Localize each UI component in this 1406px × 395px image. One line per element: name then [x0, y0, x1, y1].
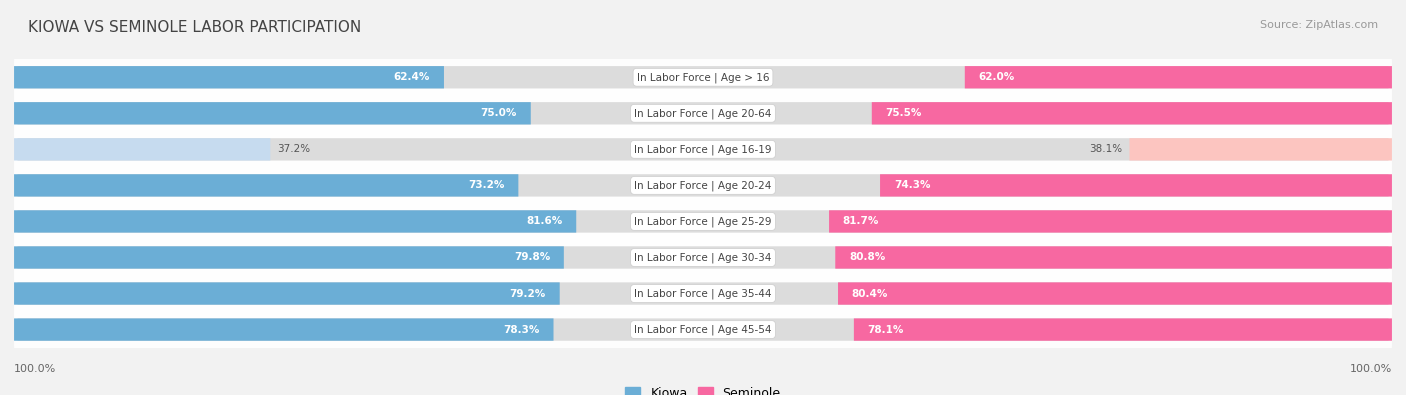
FancyBboxPatch shape: [14, 282, 560, 305]
Text: 79.2%: 79.2%: [509, 288, 546, 299]
FancyBboxPatch shape: [14, 118, 1392, 181]
FancyBboxPatch shape: [14, 102, 531, 124]
FancyBboxPatch shape: [17, 318, 703, 341]
FancyBboxPatch shape: [835, 246, 1392, 269]
FancyBboxPatch shape: [703, 102, 1389, 124]
Text: 80.4%: 80.4%: [852, 288, 889, 299]
FancyBboxPatch shape: [14, 318, 554, 341]
FancyBboxPatch shape: [17, 246, 703, 269]
FancyBboxPatch shape: [14, 210, 576, 233]
Text: 100.0%: 100.0%: [14, 364, 56, 374]
FancyBboxPatch shape: [14, 66, 444, 88]
FancyBboxPatch shape: [17, 102, 703, 124]
FancyBboxPatch shape: [703, 210, 1389, 233]
FancyBboxPatch shape: [14, 138, 270, 160]
FancyBboxPatch shape: [17, 210, 703, 233]
FancyBboxPatch shape: [830, 210, 1392, 233]
Text: 75.5%: 75.5%: [886, 108, 922, 118]
Text: In Labor Force | Age 45-54: In Labor Force | Age 45-54: [634, 324, 772, 335]
Text: Source: ZipAtlas.com: Source: ZipAtlas.com: [1260, 20, 1378, 30]
FancyBboxPatch shape: [17, 66, 703, 88]
Text: KIOWA VS SEMINOLE LABOR PARTICIPATION: KIOWA VS SEMINOLE LABOR PARTICIPATION: [28, 20, 361, 35]
Text: 37.2%: 37.2%: [277, 144, 311, 154]
FancyBboxPatch shape: [703, 246, 1389, 269]
Text: 62.4%: 62.4%: [394, 72, 430, 82]
Legend: Kiowa, Seminole: Kiowa, Seminole: [620, 382, 786, 395]
FancyBboxPatch shape: [14, 82, 1392, 145]
Text: 100.0%: 100.0%: [1350, 364, 1392, 374]
Text: In Labor Force | Age > 16: In Labor Force | Age > 16: [637, 72, 769, 83]
FancyBboxPatch shape: [838, 282, 1392, 305]
FancyBboxPatch shape: [703, 282, 1389, 305]
Text: In Labor Force | Age 16-19: In Labor Force | Age 16-19: [634, 144, 772, 154]
FancyBboxPatch shape: [880, 174, 1392, 197]
Text: 62.0%: 62.0%: [979, 72, 1015, 82]
FancyBboxPatch shape: [703, 174, 1389, 197]
Text: 78.1%: 78.1%: [868, 325, 904, 335]
Text: 74.3%: 74.3%: [894, 181, 931, 190]
FancyBboxPatch shape: [965, 66, 1392, 88]
Text: In Labor Force | Age 25-29: In Labor Force | Age 25-29: [634, 216, 772, 227]
FancyBboxPatch shape: [14, 190, 1392, 253]
FancyBboxPatch shape: [1129, 138, 1392, 160]
FancyBboxPatch shape: [17, 138, 703, 160]
FancyBboxPatch shape: [17, 282, 703, 305]
FancyBboxPatch shape: [14, 246, 564, 269]
FancyBboxPatch shape: [703, 66, 1389, 88]
Text: 75.0%: 75.0%: [481, 108, 517, 118]
FancyBboxPatch shape: [14, 226, 1392, 289]
Text: In Labor Force | Age 20-64: In Labor Force | Age 20-64: [634, 108, 772, 118]
FancyBboxPatch shape: [14, 298, 1392, 361]
Text: 79.8%: 79.8%: [513, 252, 550, 263]
FancyBboxPatch shape: [703, 318, 1389, 341]
FancyBboxPatch shape: [14, 174, 519, 197]
Text: In Labor Force | Age 35-44: In Labor Force | Age 35-44: [634, 288, 772, 299]
FancyBboxPatch shape: [14, 154, 1392, 217]
Text: 73.2%: 73.2%: [468, 181, 505, 190]
Text: 78.3%: 78.3%: [503, 325, 540, 335]
FancyBboxPatch shape: [14, 46, 1392, 109]
Text: 80.8%: 80.8%: [849, 252, 886, 263]
Text: 81.7%: 81.7%: [842, 216, 879, 226]
Text: 38.1%: 38.1%: [1090, 144, 1122, 154]
FancyBboxPatch shape: [17, 174, 703, 197]
FancyBboxPatch shape: [703, 138, 1389, 160]
Text: In Labor Force | Age 30-34: In Labor Force | Age 30-34: [634, 252, 772, 263]
FancyBboxPatch shape: [872, 102, 1392, 124]
FancyBboxPatch shape: [14, 262, 1392, 325]
FancyBboxPatch shape: [853, 318, 1392, 341]
Text: 81.6%: 81.6%: [526, 216, 562, 226]
Text: In Labor Force | Age 20-24: In Labor Force | Age 20-24: [634, 180, 772, 191]
